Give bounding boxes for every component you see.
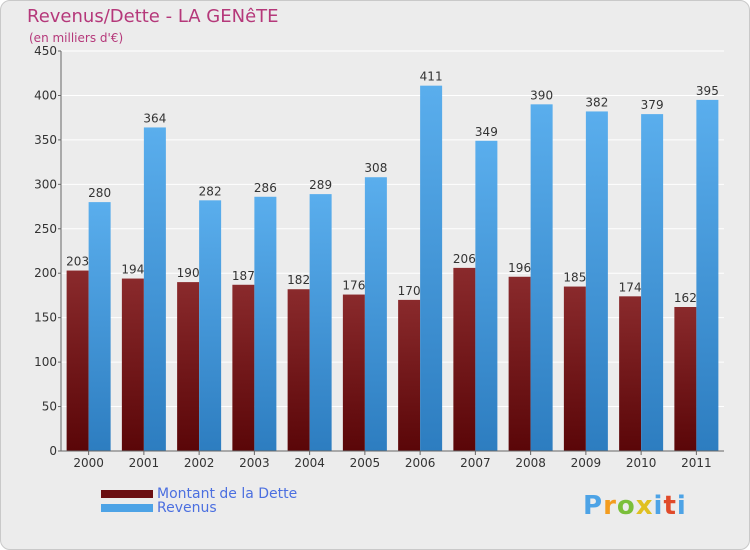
data-label-revenus: 382 [585,95,608,109]
bar-revenus [530,104,553,451]
data-label-dette: 185 [563,271,586,285]
chart-title: Revenus/Dette - LA GENêTE [27,6,279,27]
x-tick-label: 2008 [515,456,546,470]
x-tick-label: 2006 [405,456,436,470]
bar-dette [619,296,642,451]
bar-dette [177,282,200,451]
data-label-dette: 190 [177,266,200,280]
data-label-revenus: 411 [420,70,443,84]
logo-letter: P [583,491,604,521]
y-tick-label: 50 [42,400,57,414]
x-tick-label: 2011 [681,456,712,470]
x-tick-label: 2004 [294,456,325,470]
y-tick-label: 150 [34,311,57,325]
bar-revenus [696,99,719,451]
data-label-dette: 196 [508,261,531,275]
bar-dette [121,278,144,451]
data-label-revenus: 282 [199,184,222,198]
logo-letter: r [603,491,617,521]
x-tick-label: 2003 [239,456,270,470]
data-label-dette: 174 [619,280,642,294]
x-tick-label: 2009 [571,456,602,470]
bar-revenus [309,194,332,451]
x-tick-label: 2000 [73,456,104,470]
bar-dette [66,270,89,451]
data-label-dette: 170 [398,284,421,298]
bar-revenus [143,127,166,451]
data-label-revenus: 349 [475,125,498,139]
legend-label-debt: Montant de la Dette [157,486,298,502]
legend-swatch-revenus [101,504,153,512]
bar-revenus [420,85,443,452]
data-label-dette: 194 [121,263,144,277]
x-tick-label: 2007 [460,456,491,470]
data-label-revenus: 390 [530,88,553,102]
x-tick-label: 2002 [184,456,215,470]
data-label-revenus: 308 [364,161,387,175]
data-label-dette: 203 [66,255,89,269]
chart-subtitle: (en milliers d'€) [29,31,124,45]
y-tick-label: 350 [34,133,57,147]
logo-letter: o [616,491,636,521]
y-tick-label: 0 [49,444,57,458]
data-label-revenus: 289 [309,178,332,192]
bar-dette [342,294,365,451]
data-label-revenus: 280 [88,186,111,200]
data-label-dette: 187 [232,269,255,283]
data-label-revenus: 364 [143,111,166,125]
bar-dette [287,289,310,451]
legend-swatch-debt [101,490,153,498]
x-tick-label: 2001 [129,456,160,470]
bar-dette [232,284,255,451]
y-tick-label: 200 [34,266,57,280]
bar-revenus [199,200,222,451]
bar-revenus [585,111,608,451]
legend-label-revenus: Revenus [157,500,217,516]
y-tick-label: 300 [34,177,57,191]
y-tick-label: 450 [34,44,57,58]
bar-dette [453,267,476,451]
bar-dette [563,286,586,451]
bar-dette [398,299,421,451]
bar-dette [674,307,697,451]
bar-revenus [364,177,387,451]
bar-revenus [88,202,111,451]
data-label-revenus: 395 [696,84,719,98]
data-label-dette: 162 [674,291,697,305]
y-tick-label: 400 [34,88,57,102]
bar-revenus [641,114,664,451]
y-tick-label: 100 [34,355,57,369]
bar-revenus [475,140,498,451]
data-label-dette: 176 [342,279,365,293]
logo-letter: i [676,491,687,521]
x-tick-label: 2010 [626,456,657,470]
bar-revenus [254,196,277,451]
data-label-revenus: 286 [254,181,277,195]
data-label-revenus: 379 [641,98,664,112]
x-tick-label: 2005 [350,456,381,470]
proxiti-logo: Proxiti [583,491,687,521]
y-tick-label: 250 [34,222,57,236]
data-label-dette: 182 [287,273,310,287]
logo-letter: x [635,491,654,521]
logo-letter: i [653,491,664,521]
logo-letter: t [663,491,677,521]
data-label-dette: 206 [453,252,476,266]
bar-dette [508,276,531,451]
